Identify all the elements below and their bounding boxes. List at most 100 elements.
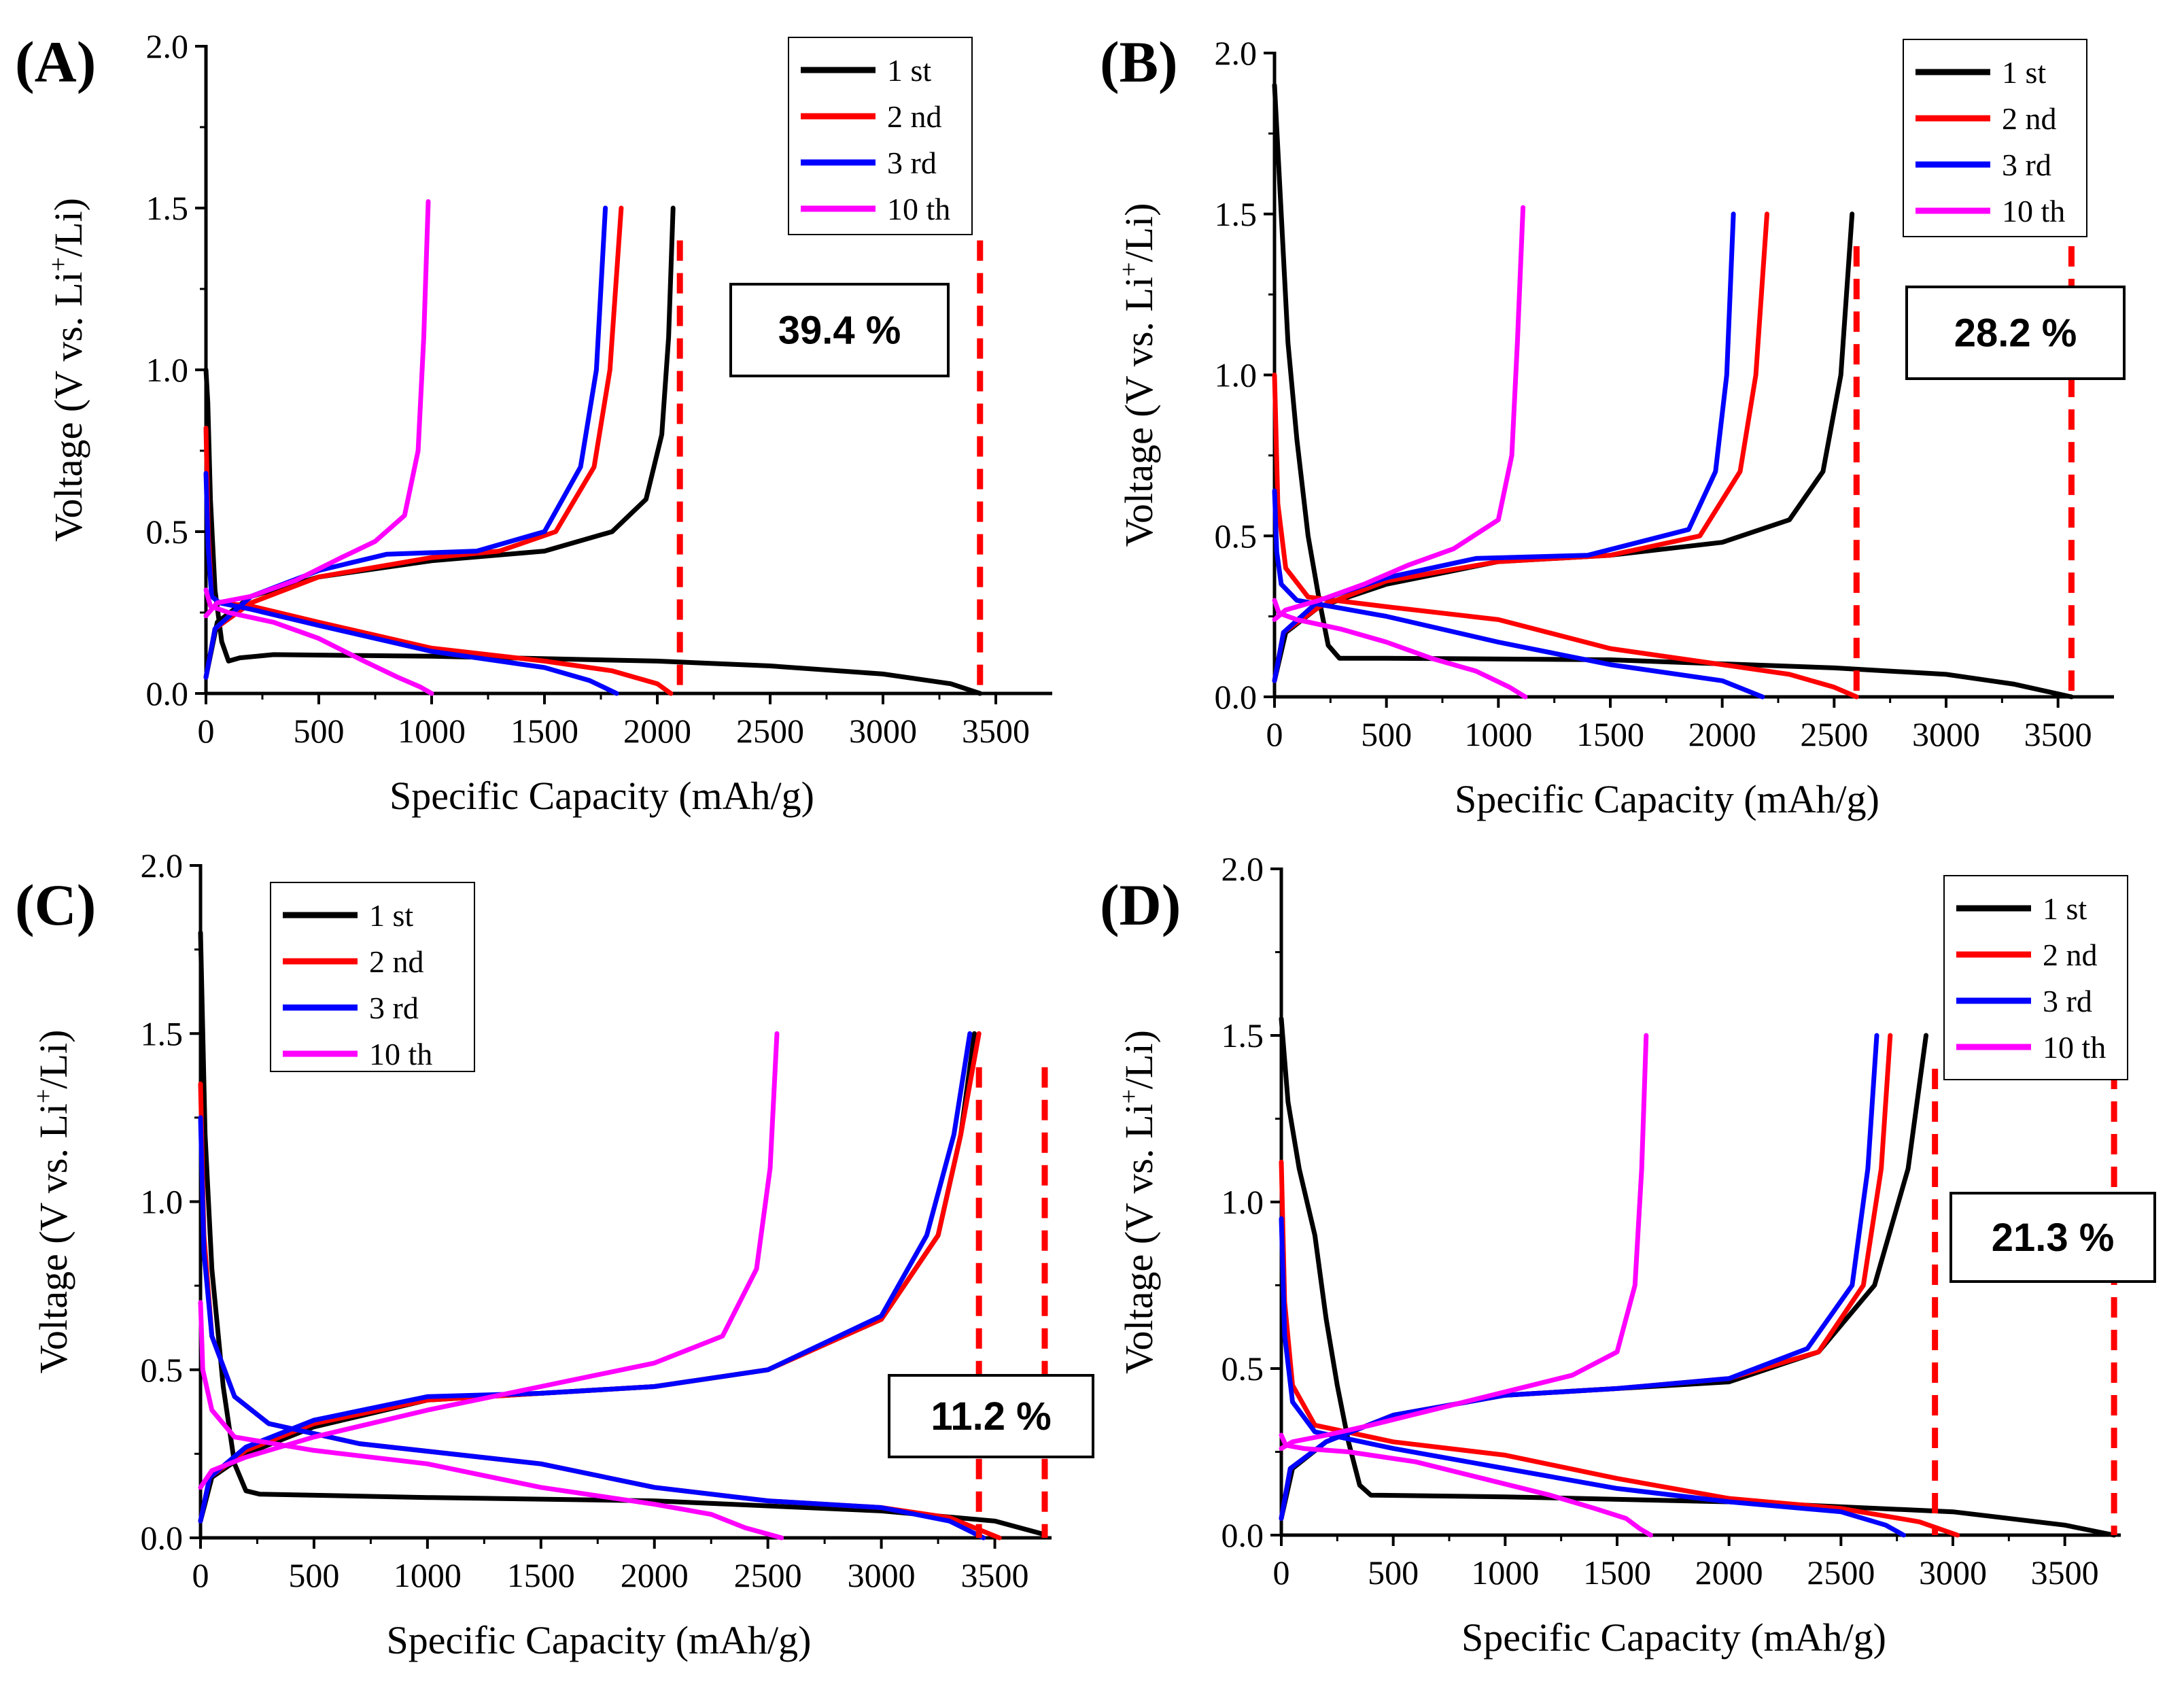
y-axis-label: Voltage (V vs. Li+/Li) [1115,1030,1161,1374]
series-1-st-discharge-line [1279,1016,2117,1538]
y-axis-label-text: Voltage (V vs. Li [1117,1104,1161,1374]
x-tick-label: 3000 [1919,1553,1987,1592]
x-tick-label: 1000 [394,1556,462,1594]
legend-label: 2 nd [2043,938,2098,972]
series-3-rd-charge-line [203,205,608,680]
x-tick-label: 2500 [734,1556,802,1594]
legend-label: 3 rd [369,991,419,1025]
series-3-rd-discharge-line [198,1115,986,1541]
panel-label: (A) [15,29,96,94]
y-tick-label: 2.0 [1215,34,1258,72]
x-axis-label: Specific Capacity (mAh/g) [1461,1615,1886,1660]
legend-label: 1 st [369,898,413,933]
legend-label: 1 st [887,53,931,88]
y-tick-label: 1.5 [1215,195,1258,233]
legend-label: 1 st [2043,891,2087,926]
series-3-rd-charge-line [1272,211,1736,683]
x-tick-label: 2000 [1695,1553,1763,1592]
series-3-rd-discharge-line [1279,1216,1906,1538]
series-1-st-discharge-line [203,367,983,696]
y-tick-label: 1.0 [1221,1183,1264,1221]
y-tick-label: 0.0 [146,674,189,712]
y-tick-label: 2.0 [1221,850,1264,888]
x-tick-label: 3500 [962,712,1030,750]
y-tick-label: 0.5 [1221,1350,1264,1388]
x-tick-label: 1000 [398,712,466,750]
y-axis-label-text: Voltage (V vs. Li [1117,277,1161,547]
retention-annotation-text: 21.3 % [1992,1216,2115,1260]
legend-label: 10 th [369,1037,432,1071]
y-tick-label: 0.5 [141,1351,184,1389]
series-2-nd-discharge-line [1272,373,1859,700]
y-axis-label-text: Voltage (V vs. Li [31,1103,75,1373]
y-axis-label: Voltage (V vs. Li+/Li) [44,198,90,542]
series-10-th-charge-line [1279,1033,1649,1451]
x-tick-label: 3500 [2031,1553,2099,1592]
legend-label: 10 th [2043,1030,2106,1065]
y-axis-label-text: /Li) [1117,1030,1161,1089]
panel-label: (C) [15,872,96,938]
panel-label: (D) [1100,872,1181,938]
series-2-nd-charge-line [203,205,624,680]
x-tick-label: 1000 [1471,1553,1539,1592]
y-tick-label: 2.0 [141,846,184,884]
y-tick-label: 1.0 [141,1183,184,1221]
series-1-st-discharge-line [1272,82,2074,700]
y-tick-label: 0.5 [146,513,189,551]
x-tick-label: 0 [1266,715,1283,753]
series-10-th-charge-line [1272,205,1526,622]
x-tick-label: 2000 [1688,715,1756,753]
x-tick-label: 1500 [1576,715,1644,753]
x-tick-label: 1500 [507,1556,575,1594]
series-10-th-discharge-line [198,1300,784,1541]
chart-panel-d: 0 500 1000 1500 2000 2500 3000 3500 0.0 0.5 1.0 1.5… [1100,850,2156,1660]
legend-label: 10 th [2002,194,2065,228]
legend-label: 2 nd [887,99,942,134]
series-2-nd-discharge-line [198,1081,1002,1541]
legend-label: 10 th [887,192,950,226]
legend-label: 3 rd [2002,148,2051,182]
retention-annotation-text: 39.4 % [778,309,901,353]
chart-panel-b: 0 500 1000 1500 2000 2500 3000 3500 0.0 0.5 1.0 1.5… [1100,29,2126,821]
series-1-st-charge-line [198,1031,977,1524]
y-axis-label-text: /Li) [46,198,90,257]
x-tick-label: 500 [1361,715,1412,753]
legend-label: 3 rd [2043,984,2092,1018]
y-axis-label: Voltage (V vs. Li+/Li) [29,1030,75,1374]
x-axis-label: Specific Capacity (mAh/g) [387,1618,812,1662]
x-tick-label: 0 [192,1556,209,1594]
series-2-nd-discharge-line [1279,1159,1960,1538]
x-tick-label: 500 [288,1556,339,1594]
y-axis-label: Voltage (V vs. Li+/Li) [1115,203,1161,547]
retention-annotation-text: 28.2 % [1954,311,2077,356]
series-3-rd-charge-line [198,1031,973,1524]
series-10-th-discharge-line [1272,598,1528,700]
y-tick-label: 2.0 [146,27,189,65]
chart-panel-a: 0 500 1000 1500 2000 2500 3000 3500 0.0 0.5 1.0 1.5… [15,27,1052,818]
y-axis-label-text: Voltage (V vs. Li [46,272,90,542]
x-tick-label: 2500 [736,712,804,750]
retention-annotation-text: 11.2 % [931,1394,1051,1439]
retention-annotation-box [888,1374,1094,1458]
y-tick-label: 0.0 [1221,1516,1264,1554]
y-axis-label-sup: + [1115,262,1143,277]
x-tick-label: 3000 [849,712,917,750]
y-tick-label: 0.5 [1215,517,1258,555]
legend-label: 3 rd [887,145,937,180]
series-3-rd-discharge-line [203,470,619,696]
x-tick-label: 500 [294,712,345,750]
x-tick-label: 2500 [1807,1553,1875,1592]
retention-annotation-box [1905,286,2126,380]
y-tick-label: 1.5 [146,189,189,227]
retention-annotation-box [729,283,950,377]
y-tick-label: 1.5 [141,1014,184,1052]
series-10-th-discharge-line [1279,1432,1653,1538]
y-tick-label: 1.0 [146,351,189,389]
x-axis-label: Specific Capacity (mAh/g) [389,774,814,818]
legend-label: 1 st [2002,55,2046,90]
x-tick-label: 2000 [621,1556,689,1594]
legend-label: 2 nd [2002,101,2057,136]
x-tick-label: 2500 [1800,715,1868,753]
series-2-nd-charge-line [198,1031,982,1524]
x-tick-label: 2000 [623,712,691,750]
